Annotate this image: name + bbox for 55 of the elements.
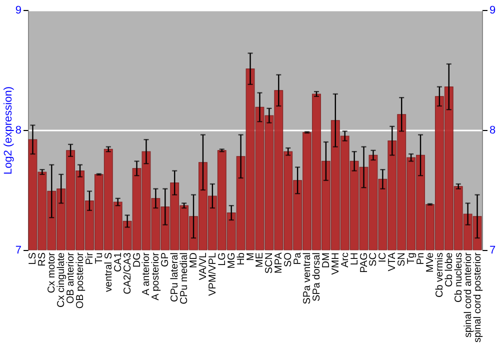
x-tick-label: MVe [424,252,436,273]
x-tick-label: Cb lobe [444,252,455,287]
x-tick-label: OB posterior [75,252,86,309]
x-tick-label: SN [396,252,408,266]
x-tick-label: ME [254,252,266,268]
x-tick-label: CPu lateral [170,252,181,302]
y-tick-label: 9 [15,4,22,16]
x-tick-label: SPa dorsal [311,252,322,302]
x-tick-label: OB anterior [66,252,77,304]
x-tick-label: A posterior [150,252,162,300]
x-tick-label: CA2/CA3 [122,252,134,294]
y2-tick-label: 9 [490,4,496,16]
x-tick-label: GP [160,252,172,267]
x-tick-label: Cb nucleus [453,252,464,303]
x-tick-label: LS [28,252,39,265]
x-tick-label: SCN [264,252,276,274]
x-tick-label: VTA [387,252,398,272]
x-tick-label: VA/VL [198,252,209,280]
x-tick-label: RS [37,252,48,266]
x-tick-label: CA1 [112,252,124,272]
y2-tick-label: 7 [490,244,496,256]
y-tick-label: 7 [15,244,22,256]
x-tick-label: PAG [358,252,370,273]
x-tick-label: DG [132,252,143,268]
y-axis-title: Log2 (expression) [2,86,14,175]
x-tick-label: M [245,252,256,261]
x-tick-label: Tg [406,252,418,264]
x-tick-label: Pir [84,252,96,265]
x-tick-label: spinal cord posterior [472,252,484,343]
x-tick-label: Cx cingulate [56,252,68,308]
y-tick-label: 8 [15,124,22,136]
x-tick-label: VMH [330,252,342,275]
x-tick-label: ventral S [103,252,114,292]
x-tick-label: Tu [94,252,105,264]
x-tick-label: Pn [416,252,427,265]
x-tick-label: VPM/VPL [207,252,218,296]
x-tick-label: CPu medial [179,252,190,304]
x-tick-label: Arc [340,252,351,268]
x-tick-label: DM [320,252,332,268]
x-tick-label: LG [216,252,228,266]
x-tick-label: spinal cord anterior [462,252,474,338]
x-tick-label: Pa [292,252,304,265]
x-tick-label: A anterior [141,252,152,296]
x-tick-label: Hb [236,252,247,266]
x-tick-label: SC [368,252,380,266]
x-tick-label: LH [349,252,360,266]
x-tick-label: MPA [274,252,285,274]
x-tick-label: Cx motor [46,252,58,294]
y2-tick-label: 8 [490,124,496,136]
x-tick-label: MD [188,252,200,268]
x-tick-label: MG [226,252,238,269]
x-tick-label: Cb vermis [434,252,446,298]
x-tick-label: IC [378,252,389,262]
x-tick-label: SO [283,252,294,267]
x-tick-label: SPa ventral [302,252,314,304]
